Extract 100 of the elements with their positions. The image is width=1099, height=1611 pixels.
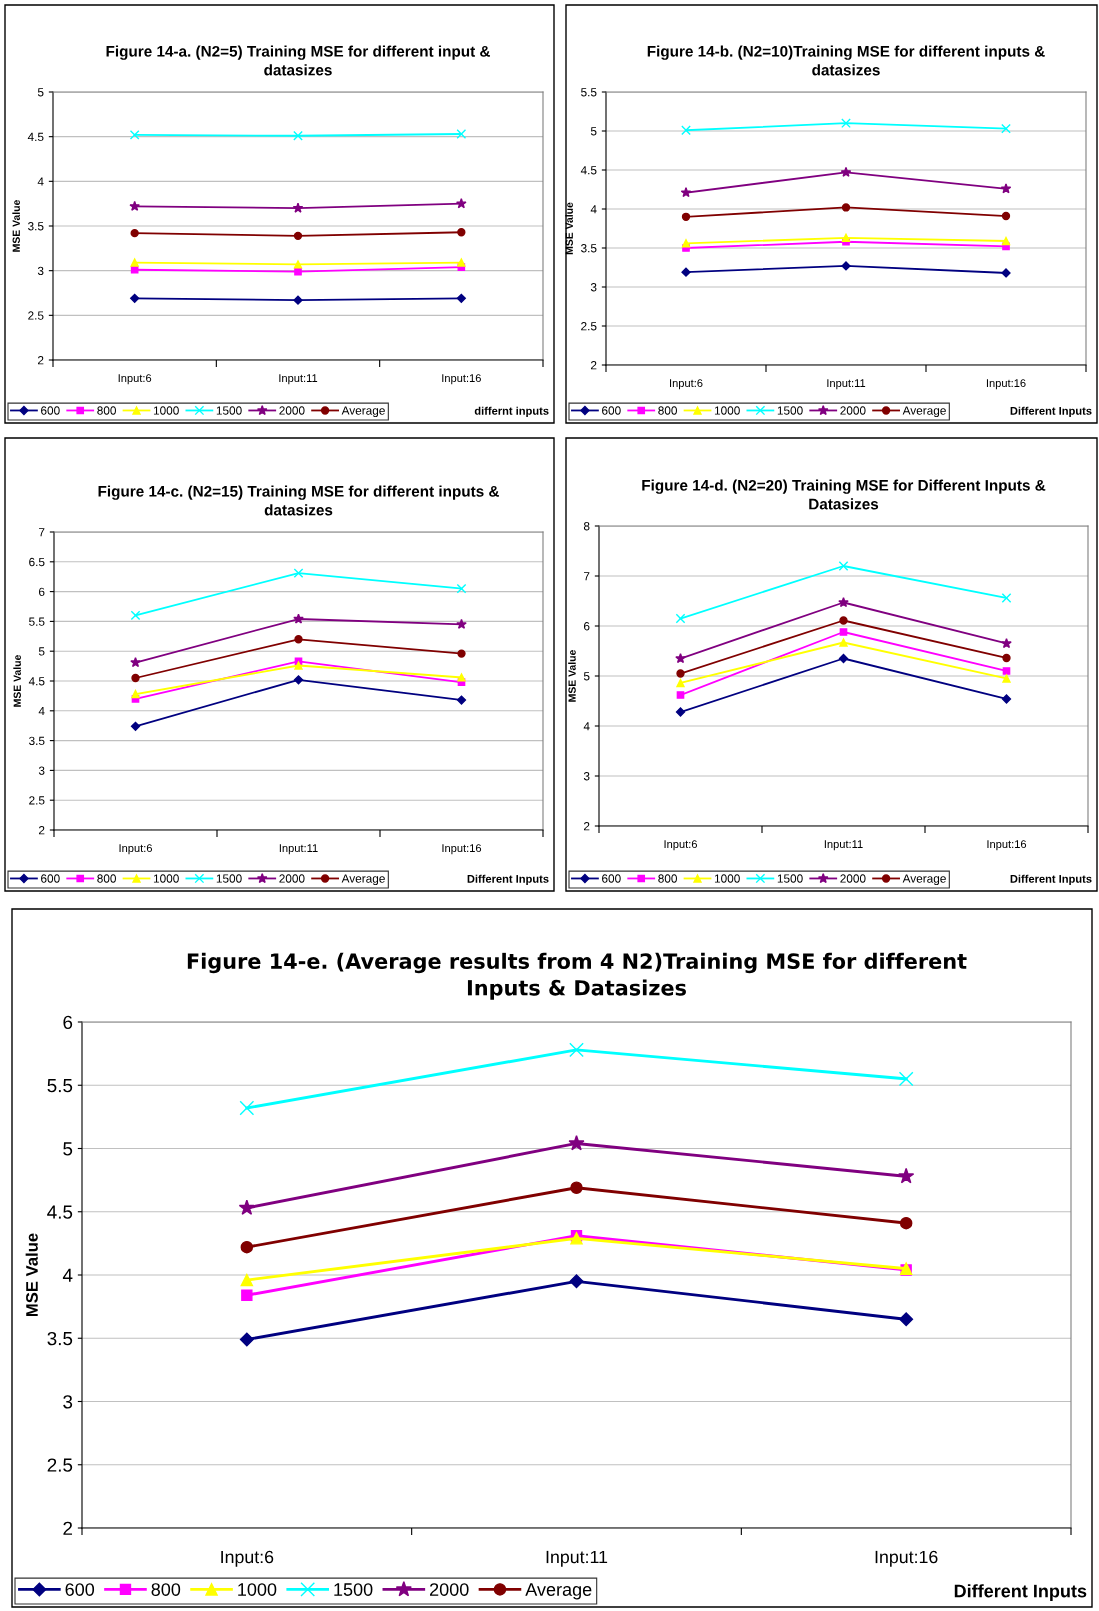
y-tick-label: 3.5: [29, 736, 45, 745]
point: [841, 233, 851, 243]
point: [293, 260, 303, 269]
point: [681, 212, 691, 221]
legend-label: 2000: [430, 1583, 469, 1596]
y-tick-label: 4: [583, 722, 590, 731]
point: [838, 596, 849, 608]
point: [457, 258, 466, 267]
point: [681, 125, 691, 136]
y-tick-label: 2: [63, 1521, 73, 1535]
legend-label: 1500: [777, 874, 803, 883]
point: [456, 293, 466, 303]
legend-label: Average: [902, 874, 946, 886]
legend-label: 800: [658, 406, 677, 415]
chart-title: Figure 14-d. (N2=20) Training MSE for Different Inputs & Datasizes: [642, 479, 1046, 510]
y-tick-label: 5: [37, 88, 44, 97]
x-tick-label: Input:11: [279, 374, 318, 385]
legend-label: 800: [151, 1583, 181, 1596]
y-tick-label: 6: [63, 1015, 73, 1030]
point: [680, 187, 692, 198]
legend-label: 600: [602, 406, 621, 415]
x-tick-label: Input:16: [875, 1550, 938, 1567]
x-tick-label: Input:11: [546, 1550, 608, 1567]
point: [130, 656, 141, 668]
point: [130, 228, 139, 238]
y-tick-label: 3.5: [47, 1331, 73, 1346]
point: [1000, 183, 1012, 194]
legend-label: 2000: [840, 406, 866, 415]
point: [130, 721, 141, 731]
y-axis-title: MSE Value: [25, 1233, 38, 1317]
y-axis-title: MSE Value: [13, 655, 21, 707]
legend-label: 600: [41, 874, 60, 883]
legend-label: 1500: [216, 406, 242, 415]
x-tick-label: Input:6: [670, 379, 703, 390]
point: [676, 669, 685, 678]
x-tick-label: Input:11: [827, 379, 866, 390]
legend-label: Average: [525, 1583, 592, 1600]
y-tick-label: 4.5: [47, 1205, 73, 1219]
y-tick-label: 5.5: [47, 1079, 73, 1093]
y-tick-label: 3.5: [28, 222, 44, 231]
point: [568, 1134, 585, 1151]
point: [569, 1274, 584, 1289]
x-tick-label: Input:6: [119, 844, 152, 855]
point: [293, 675, 304, 685]
point: [294, 635, 303, 644]
legend-label: 800: [658, 874, 677, 883]
point: [456, 129, 467, 139]
legend-label: 600: [602, 874, 621, 883]
y-tick-label: 2.5: [28, 311, 44, 320]
legend-label: 1000: [153, 874, 179, 883]
point: [675, 707, 686, 717]
x-tick-label: Input:16: [442, 844, 482, 855]
y-tick-label: 5: [590, 127, 597, 136]
legend-label: 1000: [714, 874, 740, 883]
y-tick-label: 4.5: [27, 132, 44, 142]
point: [293, 295, 303, 305]
y-tick-label: 2.5: [29, 796, 45, 805]
legend-label: 1500: [334, 1583, 373, 1596]
y-tick-label: 4: [62, 1268, 73, 1282]
legend-label: 1000: [714, 406, 740, 415]
point: [294, 661, 303, 670]
y-tick-label: 4.5: [28, 677, 45, 686]
y-tick-label: 3: [63, 1395, 73, 1409]
point: [238, 1199, 255, 1215]
legend-label: 2000: [279, 874, 305, 883]
point: [839, 616, 848, 625]
point: [570, 1181, 583, 1194]
point: [457, 673, 466, 682]
chart-title: Figure 14-a. (N2=5) Training MSE for different input & datasizes: [106, 45, 491, 76]
point: [131, 673, 140, 683]
point: [293, 130, 303, 141]
x-tick-label: Input:6: [118, 374, 152, 385]
legend-label: 1000: [153, 406, 179, 415]
point: [1001, 236, 1011, 246]
point: [457, 649, 466, 658]
legend-label: 1500: [777, 406, 803, 415]
point: [681, 267, 691, 277]
point: [456, 198, 467, 209]
chart-title: Figure 14-b. (N2=10)Training MSE for different inputs & datasizes: [647, 45, 1045, 76]
point: [129, 130, 140, 140]
point: [681, 239, 691, 248]
legend-label: Average: [902, 406, 946, 418]
point: [1002, 667, 1011, 675]
point: [898, 1071, 914, 1087]
y-tick-label: 5: [63, 1142, 73, 1156]
y-tick-label: 2: [38, 356, 44, 365]
point: [293, 613, 304, 624]
y-axis-title: MSE Value: [565, 202, 573, 255]
point: [293, 568, 304, 578]
legend-label: 800: [97, 406, 116, 415]
legend-label: 2000: [840, 874, 866, 883]
point: [1002, 653, 1011, 663]
point: [1001, 637, 1012, 649]
y-tick-label: 5.5: [581, 88, 597, 97]
legend-label: 600: [65, 1583, 95, 1596]
point: [840, 166, 852, 177]
point: [130, 258, 139, 267]
y-tick-label: 6: [39, 587, 45, 596]
point: [239, 1100, 255, 1116]
chart-title: Figure 14-e. (Average results from 4 N2)Training MSE for different Inputs & Datasizes: [187, 952, 967, 1000]
